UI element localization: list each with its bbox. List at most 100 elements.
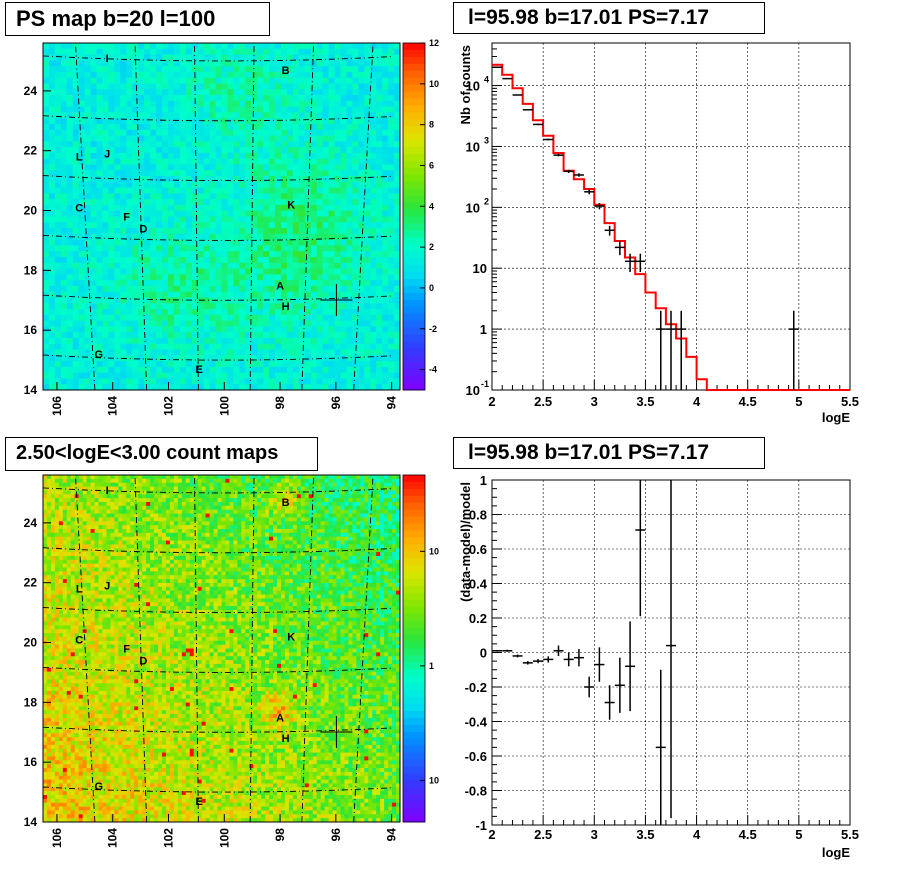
heatmap-cell [50, 598, 56, 603]
heatmap-cell [96, 216, 103, 223]
heatmap-cell [370, 71, 377, 79]
heatmap-cell [66, 89, 74, 96]
heatmap-cell [54, 532, 60, 538]
heatmap-cell [46, 748, 52, 753]
heatmap-cell [352, 141, 359, 148]
heatmap-cell [340, 326, 347, 333]
heatmap-cell [388, 251, 395, 258]
heatmap-cell [70, 633, 76, 638]
heatmap-cell [120, 164, 127, 171]
heatmap-cell [74, 663, 80, 669]
heatmap-cell [48, 355, 56, 362]
heatmap-cell [197, 349, 205, 356]
heatmap-cell [167, 164, 175, 171]
heatmap-cell [46, 528, 52, 534]
heatmap-cell [245, 303, 252, 310]
heatmap-cell [388, 129, 395, 136]
heatmap-cell [346, 332, 353, 339]
heatmap-cell [304, 303, 312, 310]
heatmap-cell [185, 66, 193, 73]
heatmap-cell [292, 297, 300, 304]
heatmap-cell [185, 152, 193, 160]
data-point [573, 173, 584, 177]
heatmap-cell [269, 372, 276, 379]
heatmap-cell [114, 71, 121, 79]
heatmap-cell [328, 320, 335, 327]
heatmap-cell [78, 787, 84, 792]
heatmap-cell [132, 187, 139, 194]
heatmap-cell [162, 135, 169, 142]
heatmap-cell [54, 245, 62, 252]
heatmap-cell [96, 141, 103, 148]
heatmap-cell [275, 291, 282, 298]
heatmap-cell [221, 158, 228, 165]
heatmap-cell [46, 586, 52, 592]
heatmap-cell [120, 66, 127, 73]
heatmap-cell [50, 671, 56, 676]
heatmap-cell [388, 268, 395, 275]
heatmap-cell [281, 170, 288, 177]
heatmap-cell [78, 291, 86, 298]
heatmap-cell [209, 48, 216, 55]
heatmap-cell [78, 532, 84, 538]
heatmap-cell [48, 95, 56, 102]
heatmap-cell [251, 123, 258, 131]
heatmap-cell [221, 95, 228, 102]
heatmap-cell [298, 361, 306, 368]
heatmap-cell [48, 256, 56, 264]
heatmap-cell [185, 187, 193, 194]
heatmap-cell [90, 164, 97, 171]
heatmap-cell [334, 361, 341, 368]
heatmap-cell [316, 48, 324, 55]
heatmap-cell [90, 326, 97, 333]
heatmap-cell [310, 326, 318, 333]
heatmap-cell [304, 285, 312, 293]
colorbar-segment [403, 348, 425, 356]
heatmap-cell [358, 199, 365, 206]
coordinate-grid [42, 45, 392, 391]
heatmap-cell [60, 89, 68, 96]
heatmap-cell [263, 60, 270, 67]
heatmap-cell [364, 71, 371, 79]
heatmap-cell [239, 60, 246, 67]
heatmap-cell [298, 355, 306, 362]
heatmap-cell [62, 814, 68, 819]
heatmap-cell [233, 361, 240, 368]
heatmap-cell [66, 118, 74, 125]
heatmap-cell [102, 77, 109, 84]
heatmap-cell [227, 372, 234, 379]
heatmap-cell [292, 112, 300, 119]
heatmap-cell [245, 106, 252, 113]
heatmap-cell [43, 343, 50, 350]
heatmap-cell [60, 43, 68, 50]
heatmap-cell [286, 251, 294, 258]
heatmap-cell [298, 89, 306, 96]
heatmap-cell [346, 262, 353, 269]
heatmap-cell [257, 332, 264, 339]
heatmap-cell [167, 245, 175, 252]
heatmap-cell [292, 355, 300, 362]
heatmap-cell [376, 361, 383, 368]
heatmap-cell [162, 66, 169, 73]
heatmap-cell [275, 48, 282, 55]
heatmap-cell [292, 326, 300, 333]
heatmap-cell [304, 181, 312, 188]
heatmap-cell [72, 170, 80, 177]
heatmap-cell [281, 297, 288, 304]
heatmap-cell [364, 332, 371, 339]
heatmap-cell [150, 147, 157, 154]
heatmap-cell [239, 118, 246, 125]
heatmap-cell [292, 83, 300, 90]
heatmap-cell [322, 66, 329, 73]
heatmap-cell [394, 251, 401, 258]
heatmap-cell [269, 291, 276, 298]
heatmap-cell [156, 355, 163, 362]
heatmap-cell [74, 552, 80, 557]
heatmap-cell [120, 199, 127, 206]
heatmap-cell [316, 210, 324, 217]
heatmap-cell [102, 332, 109, 339]
heatmap-cell [179, 239, 187, 246]
heatmap-cell [48, 204, 56, 212]
heatmap-cell [221, 164, 228, 171]
heatmap-cell [227, 141, 234, 148]
